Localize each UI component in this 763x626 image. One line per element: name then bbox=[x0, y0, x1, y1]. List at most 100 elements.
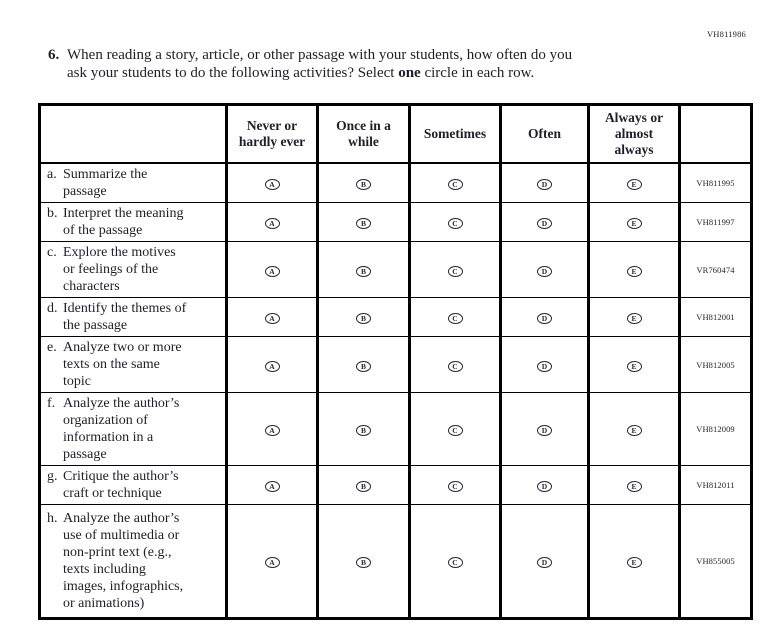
row-letter: d. bbox=[47, 301, 58, 316]
answer-cell: C bbox=[408, 162, 501, 203]
answer-cell: A bbox=[225, 465, 318, 505]
row-label: d. Identify the themes of the passage bbox=[47, 300, 223, 334]
item-code: VH855005 bbox=[678, 504, 752, 619]
question-text: When reading a story, article, or other … bbox=[67, 46, 668, 82]
row-label: c. Explore the motives or feelings of the… bbox=[47, 244, 223, 295]
answer-circle-b[interactable]: B bbox=[356, 218, 371, 230]
answer-cell: B bbox=[316, 297, 410, 337]
answer-cell: B bbox=[316, 241, 410, 298]
answer-circle-e[interactable]: E bbox=[626, 481, 642, 493]
answer-circle-e[interactable]: E bbox=[626, 179, 642, 191]
answer-circle-a[interactable]: A bbox=[264, 360, 280, 372]
answer-circle-b[interactable]: B bbox=[356, 265, 371, 277]
item-code: VH812001 bbox=[678, 297, 752, 337]
item-code: VH811995 bbox=[678, 162, 752, 203]
answer-cell: A bbox=[225, 336, 318, 393]
answer-circle-a[interactable]: A bbox=[264, 179, 280, 191]
row-text: Analyze the author’s organization of inf… bbox=[63, 396, 180, 462]
answer-circle-d[interactable]: D bbox=[537, 425, 552, 437]
answer-circle-c[interactable]: C bbox=[447, 481, 463, 493]
row-text: Critique the author’s craft or technique bbox=[63, 469, 179, 501]
answer-circle-e[interactable]: E bbox=[626, 360, 642, 372]
answer-cell: C bbox=[408, 202, 501, 242]
answer-circle-d[interactable]: D bbox=[537, 218, 552, 230]
answer-circle-d[interactable]: D bbox=[537, 313, 552, 325]
header-code-blank bbox=[678, 104, 752, 164]
answer-circle-b[interactable]: B bbox=[356, 313, 371, 325]
answer-circle-d[interactable]: D bbox=[537, 360, 552, 372]
answer-cell: E bbox=[587, 202, 680, 242]
row-text: Summarize the passage bbox=[63, 167, 148, 199]
answer-circle-b[interactable]: B bbox=[356, 557, 371, 569]
answer-circle-c[interactable]: C bbox=[447, 265, 463, 277]
answer-circle-c[interactable]: C bbox=[447, 557, 463, 569]
answer-circle-b[interactable]: B bbox=[356, 425, 371, 437]
answer-circle-c[interactable]: C bbox=[447, 313, 463, 325]
answer-cell: D bbox=[499, 336, 589, 393]
row-label: e. Analyze two or more texts on the same … bbox=[47, 339, 223, 390]
answer-cell: B bbox=[316, 162, 410, 203]
answer-cell: B bbox=[316, 392, 410, 466]
answer-circle-a[interactable]: A bbox=[264, 313, 280, 325]
answer-circle-e[interactable]: E bbox=[626, 425, 642, 437]
answer-circle-b[interactable]: B bbox=[356, 360, 371, 372]
answer-circle-d[interactable]: D bbox=[537, 265, 552, 277]
table-row-e: e. Analyze two or more texts on the same … bbox=[38, 336, 752, 393]
header-never-or-hardly-ever: Never or hardly ever bbox=[225, 104, 318, 164]
question-line2-after: circle in each row. bbox=[420, 65, 535, 81]
row-text: Identify the themes of the passage bbox=[63, 301, 187, 333]
row-label: a. Summarize the passage bbox=[47, 166, 223, 200]
answer-circle-d[interactable]: D bbox=[537, 481, 552, 493]
row-letter: a. bbox=[47, 167, 57, 182]
row-text: Interpret the meaning of the passage bbox=[63, 206, 184, 238]
answer-cell: C bbox=[408, 392, 501, 466]
header-sometimes: Sometimes bbox=[408, 104, 501, 164]
answer-circle-e[interactable]: E bbox=[626, 265, 642, 277]
answer-circle-e[interactable]: E bbox=[626, 218, 642, 230]
table-row-b: b. Interpret the meaning of the passage A… bbox=[38, 202, 752, 242]
row-label: g. Critique the author’s craft or techniq… bbox=[47, 468, 223, 502]
answer-cell: A bbox=[225, 504, 318, 619]
answer-cell: E bbox=[587, 465, 680, 505]
answer-cell: D bbox=[499, 162, 589, 203]
row-label-cell: h. Analyze the author’s use of multimedia… bbox=[38, 504, 227, 619]
answer-circle-c[interactable]: C bbox=[447, 179, 463, 191]
row-text: Analyze the author’s use of multimedia o… bbox=[63, 511, 184, 611]
answer-cell: E bbox=[587, 336, 680, 393]
answer-circle-b[interactable]: B bbox=[356, 179, 371, 191]
page-code: VH811986 bbox=[706, 29, 746, 39]
header-activity-blank bbox=[38, 104, 227, 164]
answer-circle-a[interactable]: A bbox=[264, 218, 280, 230]
answer-cell: B bbox=[316, 504, 410, 619]
answer-circle-a[interactable]: A bbox=[264, 425, 280, 437]
answer-circle-a[interactable]: A bbox=[264, 265, 280, 277]
answer-cell: C bbox=[408, 241, 501, 298]
row-letter: h. bbox=[47, 511, 58, 526]
item-code: VH812011 bbox=[678, 465, 752, 505]
row-label-cell: c. Explore the motives or feelings of the… bbox=[38, 241, 227, 298]
row-letter: f. bbox=[47, 396, 56, 411]
table-row-a: a. Summarize the passage A B C D E VH8119… bbox=[38, 162, 752, 203]
table-row-g: g. Critique the author’s craft or techniq… bbox=[38, 465, 752, 505]
answer-cell: E bbox=[587, 392, 680, 466]
answer-circle-e[interactable]: E bbox=[626, 313, 642, 325]
answer-circle-d[interactable]: D bbox=[537, 557, 552, 569]
answer-circle-c[interactable]: C bbox=[447, 218, 463, 230]
answer-circle-d[interactable]: D bbox=[537, 179, 552, 191]
answer-cell: B bbox=[316, 202, 410, 242]
answer-circle-a[interactable]: A bbox=[264, 557, 280, 569]
answer-cell: D bbox=[499, 392, 589, 466]
answer-cell: D bbox=[499, 504, 589, 619]
answer-cell: C bbox=[408, 297, 501, 337]
row-label-cell: a. Summarize the passage bbox=[38, 162, 227, 203]
response-matrix: Never or hardly ever Once in a while Som… bbox=[38, 103, 753, 620]
answer-circle-b[interactable]: B bbox=[356, 481, 371, 493]
answer-circle-c[interactable]: C bbox=[447, 425, 463, 437]
answer-circle-e[interactable]: E bbox=[626, 557, 642, 569]
row-letter: c. bbox=[47, 245, 57, 260]
answer-circle-c[interactable]: C bbox=[447, 360, 463, 372]
header-often: Often bbox=[499, 104, 589, 164]
answer-circle-a[interactable]: A bbox=[264, 481, 280, 493]
answer-cell: A bbox=[225, 297, 318, 337]
